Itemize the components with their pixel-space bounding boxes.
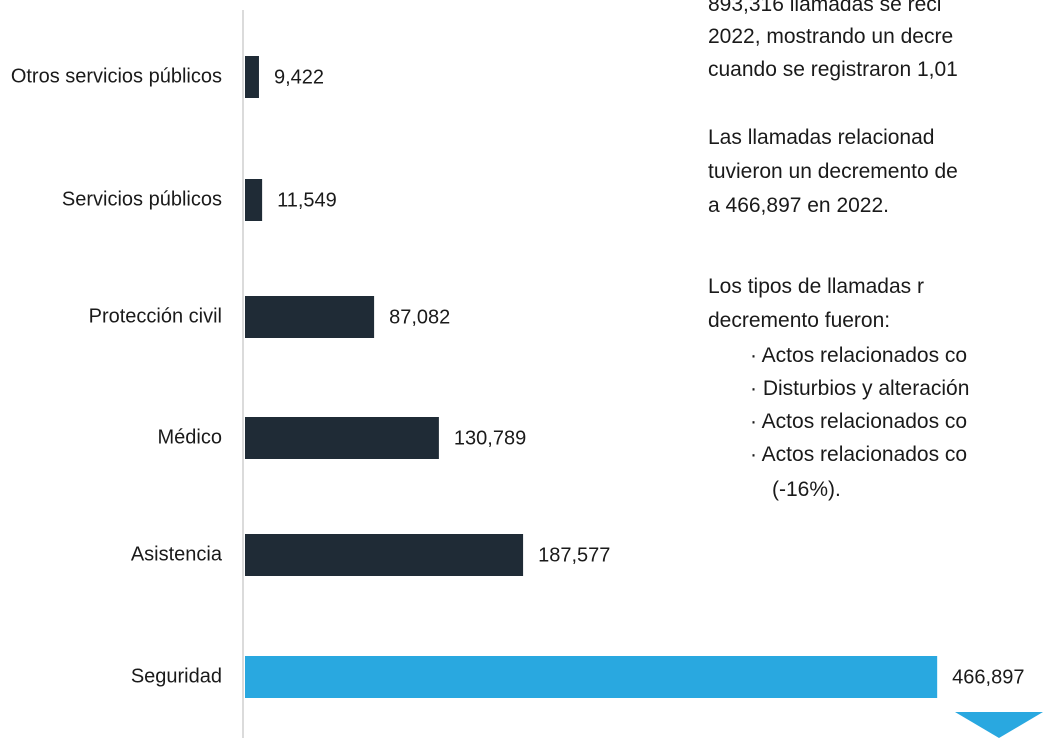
bar xyxy=(245,179,263,221)
value-label: 11,549 xyxy=(277,189,337,211)
text-line: tuvieron un decremento de xyxy=(708,160,958,183)
category-label: Asistencia xyxy=(130,543,222,566)
bullet-line: · Actos relacionados co xyxy=(750,344,968,367)
bar xyxy=(245,534,524,576)
bullet-line: · Disturbios y alteración xyxy=(750,377,970,400)
bullet-line: (-16%). xyxy=(772,478,841,501)
text-line: 893,316 llamadas se reci xyxy=(708,0,942,16)
bar xyxy=(245,56,259,98)
bar xyxy=(245,656,938,698)
category-label: Servicios públicos xyxy=(61,188,222,211)
text-line: 2022, mostrando un decre xyxy=(708,25,954,48)
value-label: 9,422 xyxy=(274,66,324,88)
bullet-line: · Actos relacionados co xyxy=(750,443,968,466)
value-label: 130,789 xyxy=(454,427,526,449)
text-line: Las llamadas relacionad xyxy=(708,126,935,149)
text-line: cuando se registraron 1,01 xyxy=(708,58,958,81)
category-label: Médico xyxy=(157,426,222,449)
value-label: 187,577 xyxy=(538,544,610,566)
category-label: Protección civil xyxy=(88,305,222,328)
text-line: a 466,897 en 2022. xyxy=(708,194,890,217)
text-line: decremento fueron: xyxy=(708,309,891,332)
value-label: 87,082 xyxy=(389,306,450,328)
category-label: Seguridad xyxy=(130,665,222,688)
bullet-line: · Actos relacionados co xyxy=(750,410,968,433)
value-label: 466,897 xyxy=(952,666,1024,688)
text-line: Los tipos de llamadas r xyxy=(708,275,924,298)
bar xyxy=(245,296,375,338)
decoration-arrow xyxy=(955,712,1043,738)
bar xyxy=(245,417,439,459)
category-label: Otros servicios públicos xyxy=(10,65,222,88)
